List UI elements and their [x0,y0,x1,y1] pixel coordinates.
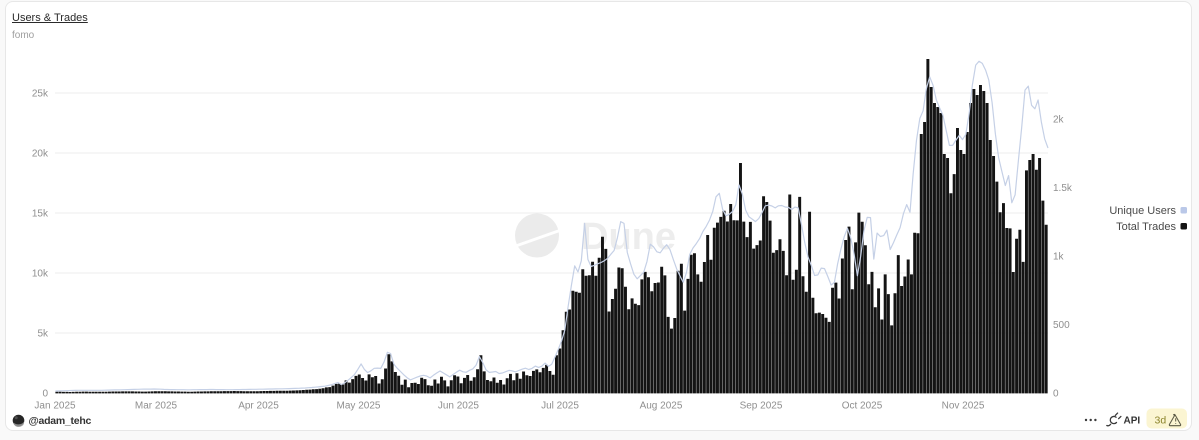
svg-text:API: API [1124,416,1141,427]
svg-text:3d: 3d [1155,415,1167,427]
svg-text:0: 0 [1053,389,1059,400]
svg-text:Dune: Dune [581,216,676,258]
svg-text:Oct 2025: Oct 2025 [842,401,883,412]
svg-text:Jan 2025: Jan 2025 [34,401,76,412]
svg-text:Total Trades: Total Trades [1116,221,1176,233]
svg-text:Jun 2025: Jun 2025 [438,401,480,412]
svg-text:25k: 25k [32,89,49,100]
svg-text:5k: 5k [37,329,49,340]
svg-text:Mar 2025: Mar 2025 [135,401,178,412]
svg-text:Unique Users: Unique Users [1109,205,1176,217]
svg-text:500: 500 [1053,320,1070,331]
svg-text:May 2025: May 2025 [337,401,381,412]
svg-text:20k: 20k [32,149,49,160]
svg-text:10k: 10k [32,269,49,280]
svg-text:0: 0 [42,389,48,400]
svg-text:1.5k: 1.5k [1053,183,1073,194]
svg-text:@adam_tehc: @adam_tehc [29,415,92,427]
svg-text:15k: 15k [32,209,49,220]
svg-text:Aug 2025: Aug 2025 [640,401,683,412]
svg-text:1k: 1k [1053,252,1065,263]
svg-text:Apr 2025: Apr 2025 [238,401,279,412]
svg-text:Nov 2025: Nov 2025 [942,401,985,412]
svg-text:Sep 2025: Sep 2025 [740,401,783,412]
svg-text:Jul 2025: Jul 2025 [541,401,579,412]
svg-text:2k: 2k [1053,115,1065,126]
